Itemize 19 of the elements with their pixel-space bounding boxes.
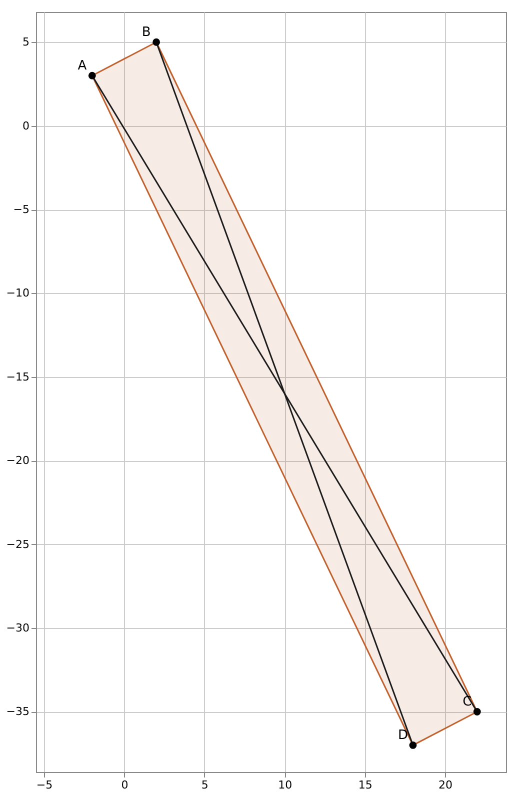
y-tick-label: −5 <box>13 203 30 216</box>
annotation: C <box>462 694 472 710</box>
annotation: A <box>78 58 87 74</box>
y-tick-label: −35 <box>6 705 30 718</box>
y-tick-label: −25 <box>6 538 30 551</box>
x-tick-label: 20 <box>438 778 453 792</box>
y-tick-label: 0 <box>22 119 30 132</box>
y-tick-label: 5 <box>22 36 30 49</box>
annotation: B <box>142 25 151 40</box>
x-tick-label: 0 <box>121 778 128 792</box>
x-tick-label: 15 <box>358 778 372 792</box>
y-tick-label: −20 <box>6 454 30 468</box>
y-tick-label: −15 <box>6 370 30 384</box>
y-tick-label: −10 <box>6 286 30 300</box>
x-tick-label: −5 <box>36 778 53 792</box>
y-tick-label: −30 <box>6 622 30 635</box>
annotation: D <box>398 728 408 744</box>
x-tick-label: 10 <box>278 778 292 792</box>
x-tick-label: 5 <box>201 778 208 792</box>
